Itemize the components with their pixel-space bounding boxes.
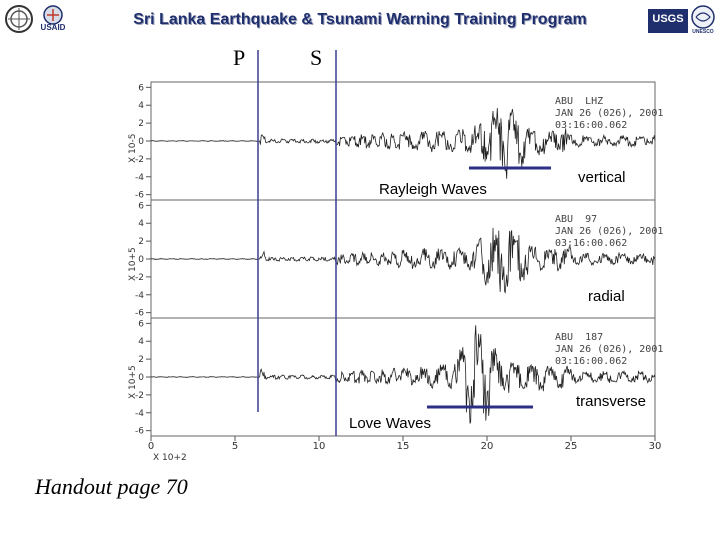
y-tick-label: 2 <box>138 237 144 247</box>
page-title: Sri Lanka Earthquake & Tsunami Warning T… <box>133 11 587 28</box>
station-name: ABU <box>555 96 574 107</box>
x-tick-label: 15 <box>397 441 410 452</box>
station-date: JAN 26 (026), 2001 <box>555 108 664 119</box>
y-tick-label: -2 <box>135 391 144 401</box>
transverse-component-label: transverse <box>576 393 647 410</box>
station-channel: 97 <box>585 214 598 225</box>
y-tick-label: -6 <box>135 191 144 201</box>
trace-vertical <box>150 107 656 179</box>
y-unit-label: X 10-5 <box>128 134 138 163</box>
y-tick-label: 4 <box>138 337 144 347</box>
station-info-vertical: ABU LHZ JAN 26 (026), 2001 03:16:00.062 <box>555 96 663 132</box>
y-tick-label: 4 <box>138 101 144 111</box>
station-date: JAN 26 (026), 2001 <box>555 344 664 355</box>
usgs-logo: USGS <box>648 9 688 33</box>
love-waves-label: Love Waves <box>349 415 431 432</box>
x-unit-label: X 10+2 <box>153 453 187 463</box>
y-tick-label: -4 <box>135 291 144 301</box>
p-wave-label: P <box>233 45 246 70</box>
station-name: ABU <box>555 332 574 343</box>
y-tick-label: -4 <box>135 173 144 183</box>
vertical-component-label: vertical <box>578 169 626 186</box>
y-tick-label: 6 <box>138 83 144 93</box>
x-tick-label: 25 <box>565 441 578 452</box>
sri-lanka-emblem-logo <box>4 4 34 34</box>
handout-page-note: Handout page 70 <box>35 474 188 499</box>
unesco-logo-text: UNESCO <box>692 29 714 35</box>
x-tick-label: 20 <box>481 441 494 452</box>
y-tick-label: -2 <box>135 155 144 165</box>
y-tick-label: 0 <box>138 255 144 265</box>
station-info-transverse: ABU 187 JAN 26 (026), 2001 03:16:00.062 <box>555 332 663 368</box>
y-unit-label: X 10+5 <box>128 247 138 281</box>
usaid-logo-text: USAID <box>40 23 66 32</box>
station-info-radial: ABU 97 JAN 26 (026), 2001 03:16:00.062 <box>555 214 663 250</box>
station-channel: 187 <box>585 332 604 343</box>
unesco-logo: UNESCO <box>690 4 716 38</box>
y-tick-label: 0 <box>138 137 144 147</box>
y-tick-label: 2 <box>138 119 144 129</box>
x-tick-label: 30 <box>649 441 662 452</box>
y-tick-label: 6 <box>138 201 144 211</box>
station-channel: LHZ <box>585 96 604 107</box>
x-tick-label: 5 <box>232 441 238 452</box>
station-time: 03:16:00.062 <box>555 120 628 131</box>
x-tick-label: 0 <box>148 441 154 452</box>
s-wave-label: S <box>310 45 323 70</box>
station-time: 03:16:00.062 <box>555 356 628 367</box>
y-tick-label: 4 <box>138 219 144 229</box>
y-tick-label: 0 <box>138 373 144 383</box>
trace-radial <box>151 227 656 294</box>
y-tick-label: -6 <box>135 309 144 319</box>
y-tick-label: 2 <box>138 355 144 365</box>
y-tick-label: -2 <box>135 273 144 283</box>
rayleigh-waves-label: Rayleigh Waves <box>379 181 487 198</box>
radial-component-label: radial <box>588 288 625 305</box>
usgs-logo-text: USGS <box>652 13 684 25</box>
y-tick-label: 6 <box>138 319 144 329</box>
usaid-logo: USAID <box>38 4 68 36</box>
x-tick-label: 10 <box>313 441 326 452</box>
station-time: 03:16:00.062 <box>555 238 628 249</box>
trace-transverse <box>150 325 656 424</box>
seismic-traces <box>150 107 656 424</box>
y-tick-label: -6 <box>135 427 144 437</box>
y-tick-label: -4 <box>135 409 144 419</box>
y-unit-label: X 10+5 <box>128 365 138 399</box>
station-date: JAN 26 (026), 2001 <box>555 226 664 237</box>
station-name: ABU <box>555 214 574 225</box>
